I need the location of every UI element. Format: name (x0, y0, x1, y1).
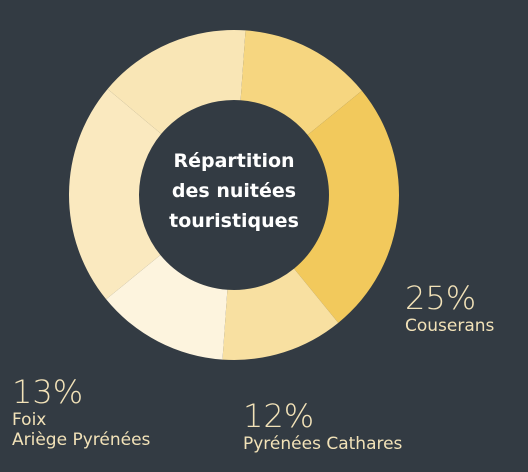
value-label: 12% (243, 397, 315, 435)
donut-segment (222, 268, 339, 361)
donut-segment (107, 29, 246, 134)
donut-segment (69, 88, 162, 300)
donut-segment (106, 255, 228, 360)
segment-label: 12% Pyrénées Cathares (243, 398, 402, 454)
segment-label: 13% Foix Ariège Pyrénées (12, 374, 150, 450)
value-label: 13% (12, 373, 84, 411)
category-label: Couserans (405, 316, 495, 336)
donut-segment (294, 90, 399, 323)
value-label: 25% (405, 279, 477, 317)
category-label: Foix Ariège Pyrénées (12, 410, 151, 450)
segment-label: 25% Couserans (405, 280, 494, 336)
donut-segment (240, 30, 362, 135)
category-label: Pyrénées Cathares (243, 434, 403, 454)
chart-title: Répartition des nuitées touristiques (169, 150, 299, 232)
